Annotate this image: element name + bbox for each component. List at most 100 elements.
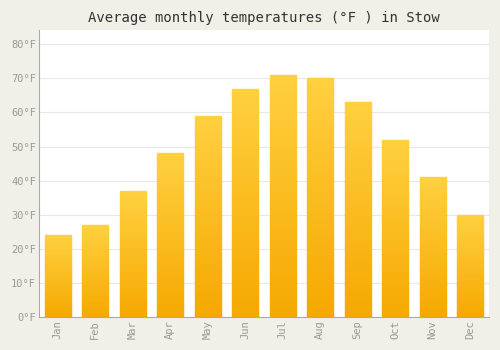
Bar xyxy=(420,268,446,270)
Bar xyxy=(194,301,221,303)
Bar xyxy=(157,211,184,212)
Bar xyxy=(420,291,446,292)
Bar xyxy=(157,209,184,211)
Bar xyxy=(194,259,221,261)
Bar xyxy=(120,295,146,296)
Bar xyxy=(382,207,408,209)
Bar xyxy=(457,273,483,274)
Bar xyxy=(307,219,334,222)
Bar xyxy=(457,237,483,238)
Bar xyxy=(270,104,296,106)
Bar xyxy=(157,280,184,281)
Bar xyxy=(270,128,296,131)
Bar xyxy=(82,286,108,287)
Bar xyxy=(270,85,296,87)
Bar xyxy=(157,178,184,180)
Bar xyxy=(270,291,296,293)
Bar xyxy=(344,167,371,169)
Bar xyxy=(194,154,221,156)
Bar xyxy=(120,258,146,259)
Bar xyxy=(44,312,71,313)
Bar xyxy=(344,272,371,274)
Bar xyxy=(232,125,258,127)
Bar xyxy=(82,278,108,279)
Bar xyxy=(344,124,371,126)
Bar xyxy=(82,272,108,273)
Bar xyxy=(307,289,334,291)
Bar xyxy=(307,117,334,119)
Bar xyxy=(194,265,221,267)
Bar xyxy=(382,271,408,273)
Bar xyxy=(157,180,184,181)
Bar xyxy=(344,141,371,143)
Bar xyxy=(44,266,71,267)
Bar xyxy=(270,198,296,201)
Bar xyxy=(232,157,258,160)
Bar xyxy=(120,248,146,249)
Bar xyxy=(307,308,334,310)
Bar xyxy=(44,252,71,253)
Bar xyxy=(457,223,483,224)
Bar xyxy=(194,251,221,253)
Bar xyxy=(194,193,221,195)
Bar xyxy=(457,249,483,250)
Bar xyxy=(194,212,221,215)
Bar xyxy=(44,239,71,240)
Bar xyxy=(120,224,146,225)
Bar xyxy=(457,267,483,268)
Bar xyxy=(382,260,408,262)
Bar xyxy=(270,206,296,208)
Title: Average monthly temperatures (°F ) in Stow: Average monthly temperatures (°F ) in St… xyxy=(88,11,440,25)
Bar xyxy=(382,202,408,204)
Bar xyxy=(82,279,108,280)
Bar xyxy=(420,277,446,278)
Bar xyxy=(232,279,258,281)
Bar xyxy=(420,233,446,235)
Bar xyxy=(344,257,371,259)
Bar xyxy=(457,258,483,259)
Bar xyxy=(420,218,446,219)
Bar xyxy=(270,160,296,162)
Bar xyxy=(157,273,184,275)
Bar xyxy=(157,225,184,227)
Bar xyxy=(344,173,371,175)
Bar xyxy=(457,286,483,287)
Bar xyxy=(382,314,408,316)
Bar xyxy=(82,238,108,239)
Bar xyxy=(307,160,334,162)
Bar xyxy=(420,187,446,189)
Bar xyxy=(157,239,184,240)
Bar xyxy=(420,252,446,253)
Bar xyxy=(82,262,108,263)
Bar xyxy=(344,251,371,253)
Bar xyxy=(82,253,108,254)
Bar xyxy=(120,233,146,234)
Bar xyxy=(157,293,184,294)
Bar xyxy=(457,254,483,255)
Bar xyxy=(420,193,446,194)
Bar xyxy=(82,295,108,296)
Bar xyxy=(420,236,446,238)
Bar xyxy=(232,127,258,130)
Bar xyxy=(120,301,146,302)
Bar xyxy=(194,198,221,201)
Bar xyxy=(344,188,371,190)
Bar xyxy=(120,208,146,209)
Bar xyxy=(194,295,221,297)
Bar xyxy=(382,170,408,172)
Bar xyxy=(382,184,408,186)
Bar xyxy=(382,294,408,296)
Bar xyxy=(344,233,371,236)
Bar xyxy=(44,244,71,245)
Bar xyxy=(120,263,146,264)
Bar xyxy=(157,232,184,234)
Bar xyxy=(420,259,446,260)
Bar xyxy=(307,195,334,198)
Bar xyxy=(194,315,221,317)
Bar xyxy=(194,152,221,154)
Bar xyxy=(194,235,221,237)
Bar xyxy=(44,253,71,254)
Bar xyxy=(382,280,408,282)
Bar xyxy=(457,251,483,252)
Bar xyxy=(382,268,408,270)
